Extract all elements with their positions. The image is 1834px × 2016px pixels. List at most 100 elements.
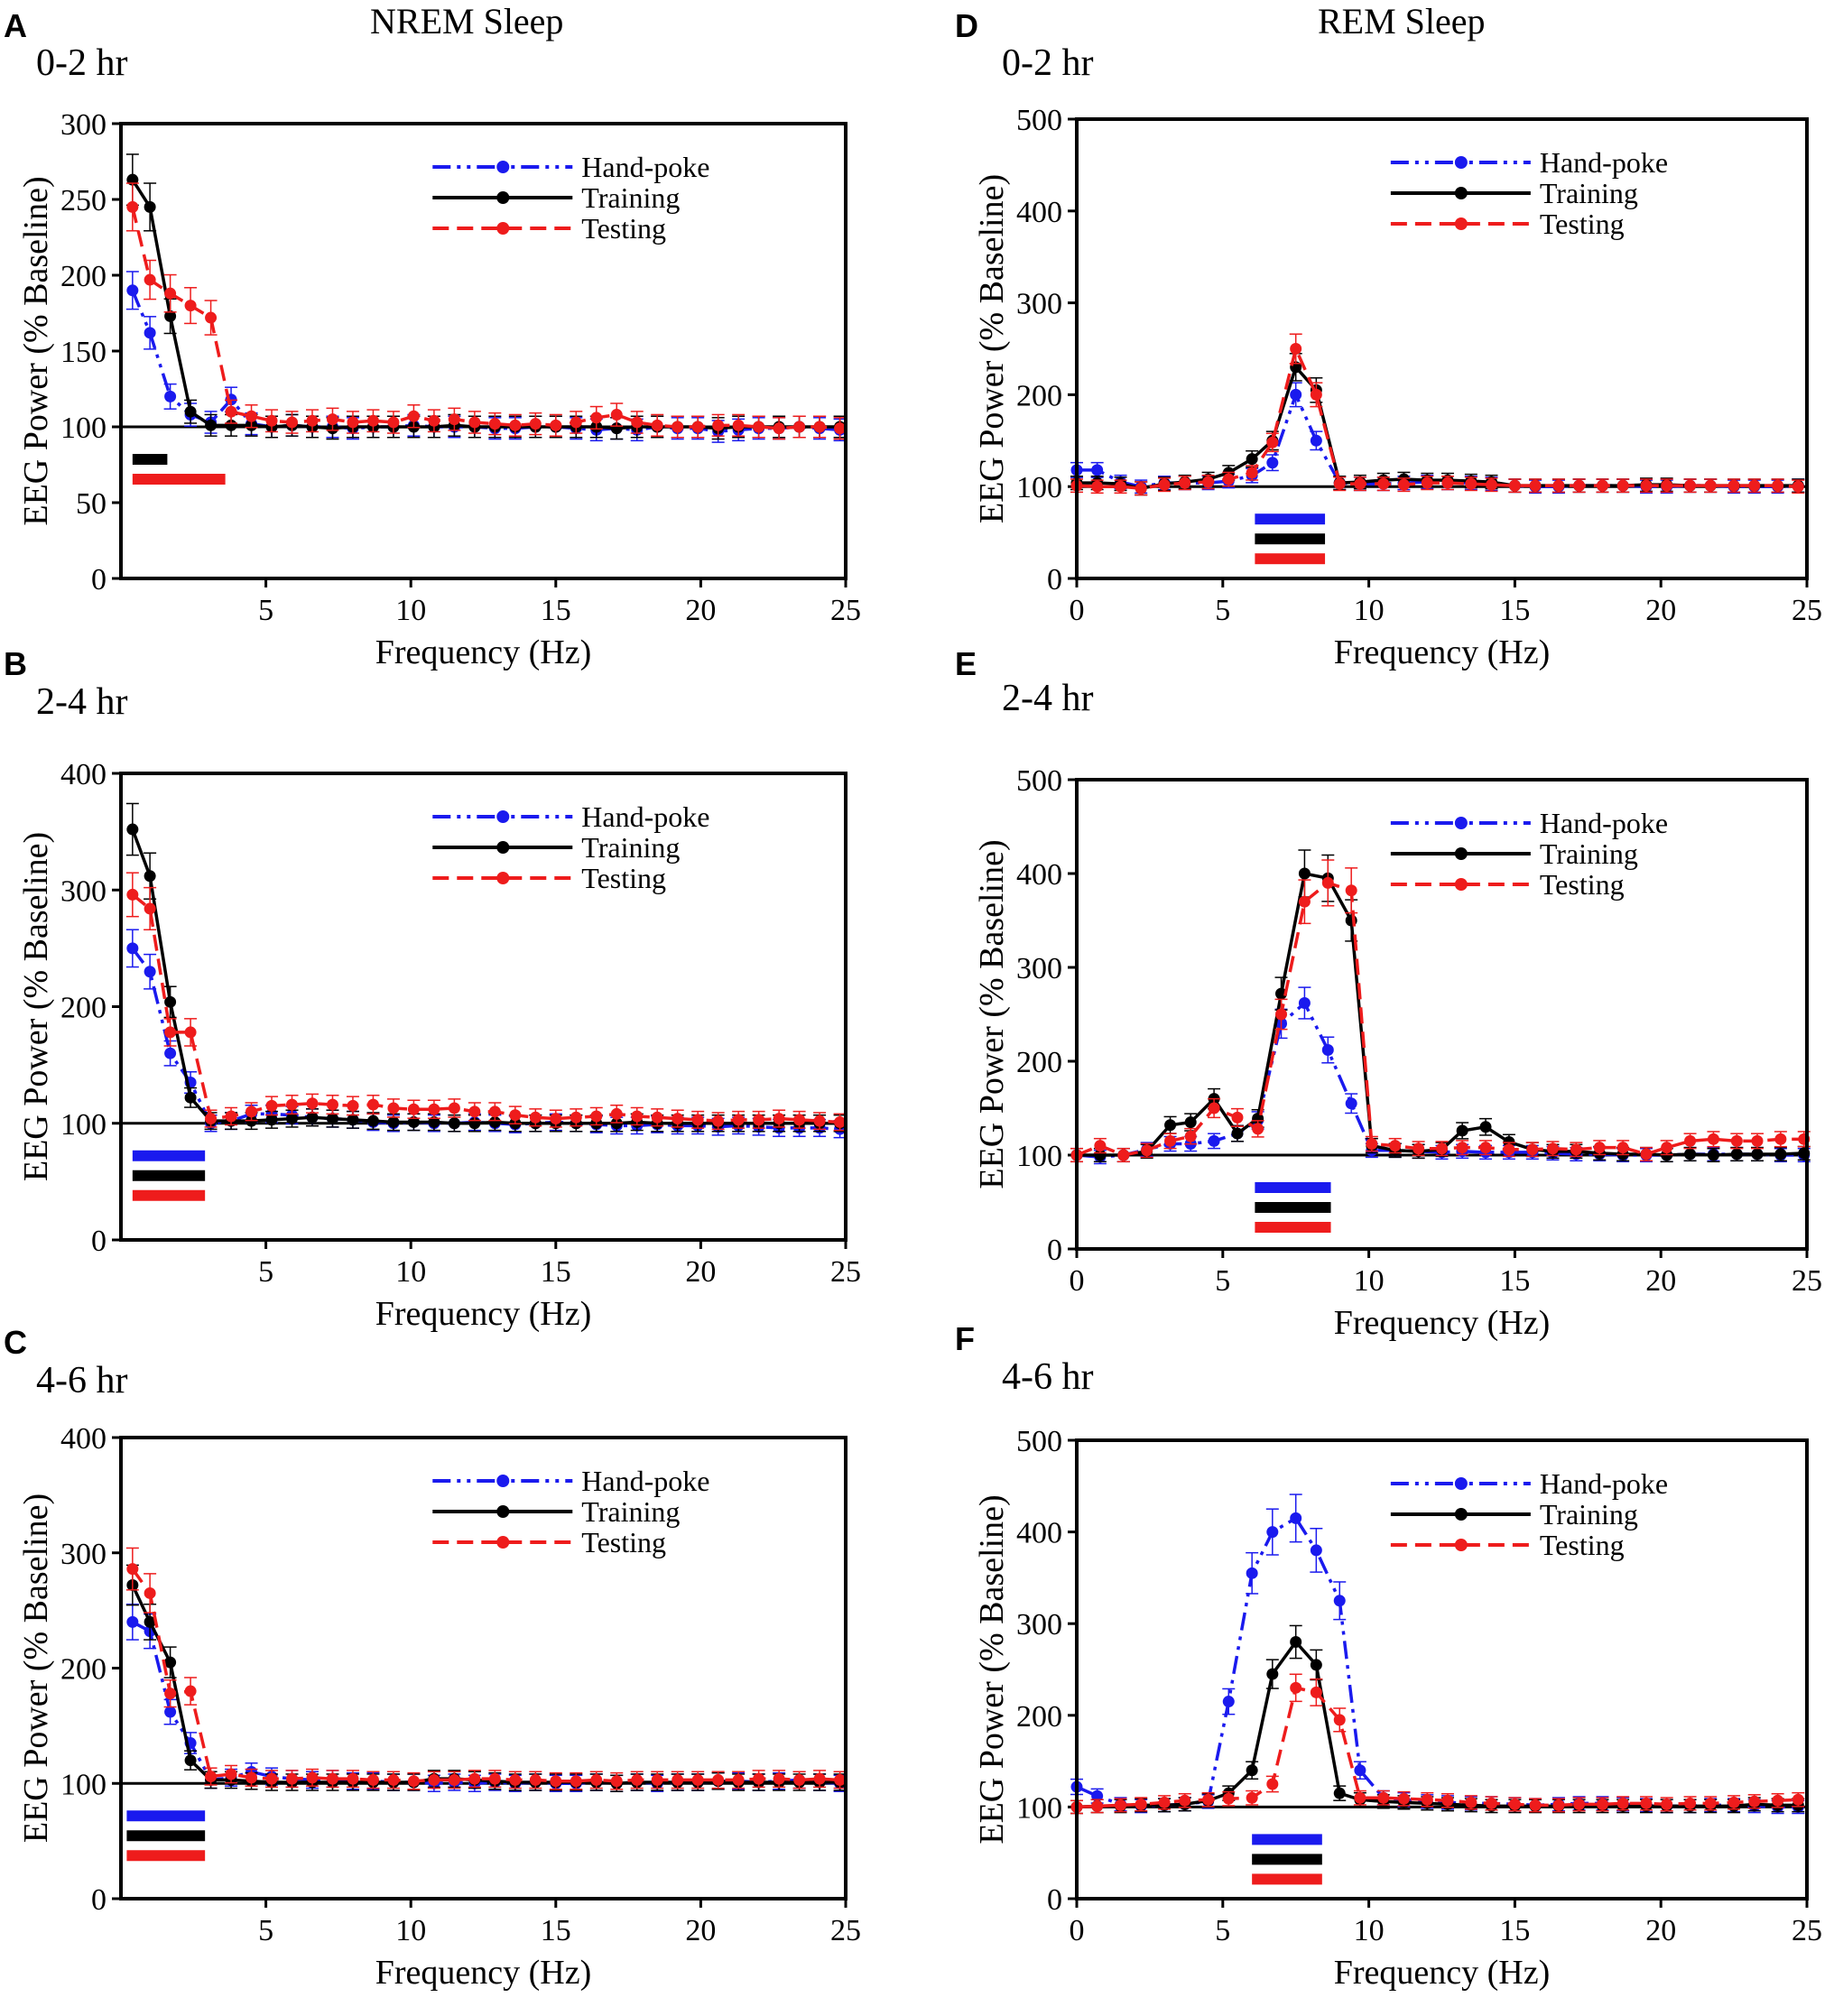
y-tick-label: 400	[1016, 1517, 1062, 1550]
data-point	[468, 1772, 481, 1785]
data-point	[550, 419, 562, 431]
data-point	[1091, 464, 1104, 476]
data-point	[1208, 1134, 1220, 1147]
data-point	[712, 419, 725, 431]
data-point	[1640, 1148, 1653, 1161]
data-point	[1298, 997, 1311, 1010]
data-point	[468, 416, 481, 429]
x-axis-label: Frequency (Hz)	[375, 1295, 592, 1333]
data-point	[1751, 1148, 1764, 1161]
y-tick-label: 200	[60, 260, 107, 293]
data-point	[651, 1773, 663, 1786]
series-testing	[125, 182, 847, 440]
legend-marker	[496, 1505, 510, 1518]
data-point	[1141, 1144, 1153, 1157]
data-point	[286, 1098, 299, 1111]
legend-label: Testing	[1540, 1529, 1625, 1561]
data-point	[1640, 479, 1653, 492]
series-line	[131, 1584, 840, 1786]
data-point	[712, 1114, 725, 1127]
x-tick-label: 15	[541, 1255, 571, 1289]
data-point	[448, 1102, 460, 1114]
data-point	[631, 416, 644, 429]
data-point	[245, 410, 258, 422]
series-line	[131, 290, 840, 433]
y-tick-label: 0	[91, 1225, 107, 1258]
data-point	[1727, 479, 1740, 492]
series-testing	[125, 872, 847, 1132]
significance-bar-hand-poke	[132, 1150, 206, 1161]
data-point	[834, 1773, 847, 1786]
data-point	[164, 1026, 177, 1039]
data-point	[1596, 1798, 1608, 1810]
legend-marker	[1454, 1477, 1468, 1490]
data-point	[366, 414, 379, 427]
x-axis-label: Frequency (Hz)	[1334, 633, 1551, 671]
data-point	[448, 1117, 460, 1130]
legend-label: Testing	[581, 212, 666, 245]
data-point	[245, 1105, 258, 1118]
data-point	[225, 1768, 237, 1780]
data-point	[184, 1091, 197, 1104]
data-point	[407, 1775, 420, 1788]
data-point	[1184, 1116, 1197, 1129]
data-point	[1290, 1636, 1302, 1649]
legend-marker	[496, 872, 510, 884]
data-point	[366, 1773, 379, 1786]
legend-label: Hand-poke	[1540, 807, 1668, 839]
series-hand-poke	[1070, 1494, 1805, 1815]
data-point	[1290, 388, 1302, 401]
data-point	[1333, 1595, 1346, 1607]
data-point	[407, 1103, 420, 1115]
x-tick-label: 5	[258, 594, 273, 627]
data-point	[834, 422, 847, 435]
legend-marker	[496, 161, 510, 173]
data-point	[793, 1773, 806, 1786]
data-point	[1661, 1798, 1673, 1810]
data-point	[813, 1772, 826, 1785]
series-training	[125, 802, 847, 1133]
significance-bar-testing	[132, 474, 226, 485]
data-point	[126, 942, 139, 955]
data-point	[1222, 1696, 1235, 1708]
data-point	[1479, 1142, 1492, 1154]
panel-subtitle-D: 0-2 hr	[1002, 42, 1094, 84]
data-point	[1266, 1668, 1279, 1680]
series-testing	[125, 1547, 847, 1790]
series-line	[131, 179, 840, 430]
series-line	[1076, 344, 1799, 490]
data-point	[1397, 1792, 1410, 1805]
significance-bar-training	[1255, 533, 1326, 545]
data-point	[1436, 1142, 1448, 1155]
legend-label: Testing	[1540, 208, 1625, 240]
legend-label: Training	[1540, 177, 1638, 209]
data-point	[1164, 1134, 1177, 1147]
y-tick-label: 100	[60, 1768, 107, 1801]
data-point	[1158, 478, 1171, 491]
data-point	[732, 419, 745, 431]
legend-marker	[496, 191, 510, 204]
series-line	[1077, 364, 1799, 491]
data-point	[1164, 1119, 1177, 1132]
plot-frame	[119, 122, 848, 580]
legend-marker	[496, 1475, 510, 1487]
panel-subtitle-E: 2-4 hr	[1002, 678, 1094, 719]
plot-frame	[1075, 117, 1809, 580]
data-point	[1310, 388, 1322, 401]
data-point	[1377, 477, 1390, 490]
data-point	[1310, 1544, 1322, 1557]
data-point	[1321, 876, 1334, 889]
y-tick-label: 0	[1047, 563, 1062, 596]
data-point	[1486, 1797, 1498, 1809]
x-tick-label: 25	[830, 1255, 861, 1289]
data-point	[1158, 1796, 1171, 1808]
data-point	[1275, 1008, 1288, 1021]
x-tick-label: 15	[1499, 594, 1530, 627]
data-point	[126, 1615, 139, 1628]
data-point	[1202, 1793, 1215, 1806]
data-point	[651, 419, 663, 431]
series-line	[131, 947, 840, 1131]
series-training	[1070, 849, 1811, 1163]
data-point	[590, 1773, 603, 1786]
data-point	[691, 1773, 704, 1786]
